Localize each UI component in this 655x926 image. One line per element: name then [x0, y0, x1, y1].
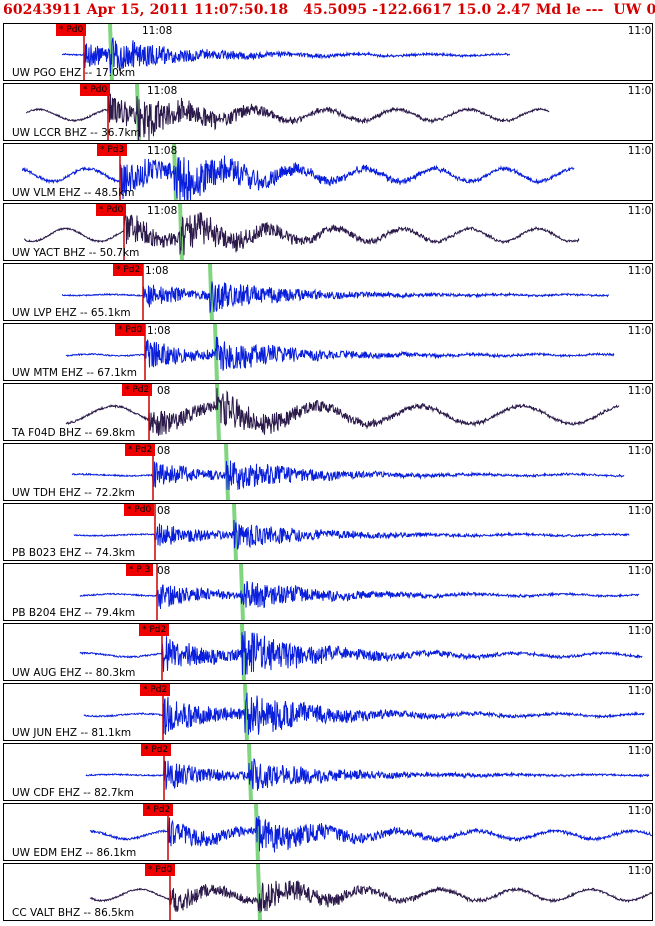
time-tick-label: 11:08	[147, 85, 178, 97]
time-tick-label-right: 11:09	[627, 25, 652, 37]
seismogram-panel[interactable]: * P 308 11:09 PB B204 EHZ -- 79.4km	[3, 563, 653, 621]
time-tick-label-right: 11:09	[627, 325, 652, 337]
time-tick-label: 11:08	[142, 25, 173, 37]
time-tick-label-right: 11:09	[627, 265, 652, 277]
theoretical-arrival-line	[243, 684, 249, 740]
time-tick-label-right: 11:09	[627, 385, 652, 397]
time-tick-label-right: 11:09	[627, 805, 652, 817]
station-label: UW MTM EHZ -- 67.1km	[12, 367, 137, 379]
theoretical-arrival-line	[108, 24, 114, 80]
seismogram-panel[interactable]: * Pd0 11:08 11:09 UW LCCR BHZ -- 36.7km	[3, 83, 653, 141]
waveform-trace	[83, 692, 645, 735]
waveform-trace	[89, 880, 652, 913]
waveform-trace	[79, 580, 640, 610]
pick-label[interactable]: * Pd2	[125, 444, 156, 456]
waveform-trace	[73, 519, 630, 550]
waveform-trace	[85, 758, 650, 791]
waveform-trace	[65, 387, 620, 436]
time-tick-label-right: 11:09	[627, 445, 652, 457]
seismogram-panel[interactable]: * Pd0 11:08 11:09 UW YACT BHZ -- 50.7km	[3, 203, 653, 261]
seismogram-panel[interactable]: * Pd2 11:09 UW JUN EHZ -- 81.1km	[3, 683, 653, 741]
seismogram-panel[interactable]: * Pd3 11:08 11:09 UW VLM EHZ -- 48.5km	[3, 143, 653, 201]
theoretical-arrival-line	[213, 324, 219, 380]
waveform-trace	[23, 212, 580, 256]
station-label: UW LCCR BHZ -- 36.7km	[12, 127, 141, 139]
waveform-trace	[89, 815, 652, 853]
pick-label[interactable]: * Pd0	[80, 84, 111, 96]
time-tick-label: 08	[157, 565, 171, 577]
station-label: UW VLM EHZ -- 48.5km	[12, 187, 135, 199]
time-tick-label-right: 11:09	[627, 745, 652, 757]
time-tick-label: 08	[157, 385, 171, 397]
time-tick-label: 08	[157, 505, 171, 517]
pick-label[interactable]: * P 3	[126, 564, 154, 576]
waveform-trace	[25, 93, 550, 140]
pick-label[interactable]: * Pd2	[122, 384, 153, 396]
waveform-trace	[61, 281, 610, 313]
time-tick-label-right: 11:09	[627, 865, 652, 877]
time-tick-label-right: 11:09	[627, 565, 652, 577]
seismogram-panel[interactable]: * Pd2 11:09 UW EDM EHZ -- 86.1km	[3, 803, 653, 861]
time-tick-label: 11:08	[147, 205, 178, 217]
theoretical-arrival-line	[239, 564, 245, 620]
time-tick-label-right: 11:09	[627, 505, 652, 517]
station-label: UW PGO EHZ -- 17.0km	[12, 67, 136, 79]
pick-label[interactable]: * Pd2	[143, 804, 174, 816]
pick-label[interactable]: * Pd0	[145, 864, 176, 876]
station-label: TA F04D BHZ -- 69.8km	[12, 427, 136, 439]
pick-label[interactable]: * Pd0	[124, 504, 155, 516]
time-tick-label-right: 11:09	[627, 85, 652, 97]
time-tick-label: 11:08	[147, 145, 178, 157]
seismogram-panel[interactable]: * Pd2 11:09 UW CDF EHZ -- 82.7km	[3, 743, 653, 801]
pick-label[interactable]: * Pd2	[141, 744, 172, 756]
station-label: UW AUG EHZ -- 80.3km	[12, 667, 136, 679]
seismogram-panel[interactable]: * Pd2 08 11:09 TA F04D BHZ -- 69.8km	[3, 383, 653, 441]
seismogram-panel[interactable]: * Pd2 11:09 UW AUG EHZ -- 80.3km	[3, 623, 653, 681]
pick-label[interactable]: * Pd2	[139, 624, 170, 636]
pick-label[interactable]: * Pd0	[56, 24, 87, 36]
pick-label[interactable]: * Pd2	[113, 264, 144, 276]
waveform-trace	[21, 155, 575, 200]
pick-label[interactable]: * Pd3	[97, 144, 128, 156]
pick-label[interactable]: * Pd0	[115, 324, 146, 336]
station-label: UW EDM EHZ -- 86.1km	[12, 847, 137, 859]
waveform-plot	[73, 504, 630, 560]
station-label: UW LVP EHZ -- 65.1km	[12, 307, 131, 319]
station-label: UW JUN EHZ -- 81.1km	[12, 727, 132, 739]
pick-label[interactable]: * Pd0	[96, 204, 127, 216]
station-label: PB B204 EHZ -- 79.4km	[12, 607, 136, 619]
seismogram-panel[interactable]: * Pd0 11:09 CC VALT BHZ -- 86.5km	[3, 863, 653, 921]
station-label: CC VALT BHZ -- 86.5km	[12, 907, 135, 919]
event-title: 60243911 Apr 15, 2011 11:07:50.18 45.509…	[3, 2, 655, 18]
seismogram-panel[interactable]: * Pd0 11:08 11:09 UW PGO EHZ -- 17.0km	[3, 23, 653, 81]
waveform-plot	[79, 564, 640, 620]
time-tick-label: 1:08	[147, 325, 171, 337]
station-label: PB B023 EHZ -- 74.3km	[12, 547, 136, 559]
station-label: UW CDF EHZ -- 82.7km	[12, 787, 134, 799]
event-header: 60243911 Apr 15, 2011 11:07:50.18 45.509…	[0, 0, 655, 23]
waveform-trace	[79, 631, 643, 676]
waveform-trace	[65, 336, 615, 371]
time-tick-label-right: 11:09	[627, 685, 652, 697]
station-label: UW YACT BHZ -- 50.7km	[12, 247, 140, 259]
time-tick-label: 08	[157, 445, 171, 457]
time-tick-label-right: 11:09	[627, 205, 652, 217]
time-tick-label-right: 11:09	[627, 625, 652, 637]
station-label: UW TDH EHZ -- 72.2km	[12, 487, 135, 499]
pick-label[interactable]: * Pd2	[140, 684, 171, 696]
waveform-trace	[61, 37, 510, 74]
time-tick-label: 1:08	[145, 265, 169, 277]
time-tick-label-right: 11:09	[627, 145, 652, 157]
waveform-trace	[71, 460, 625, 491]
